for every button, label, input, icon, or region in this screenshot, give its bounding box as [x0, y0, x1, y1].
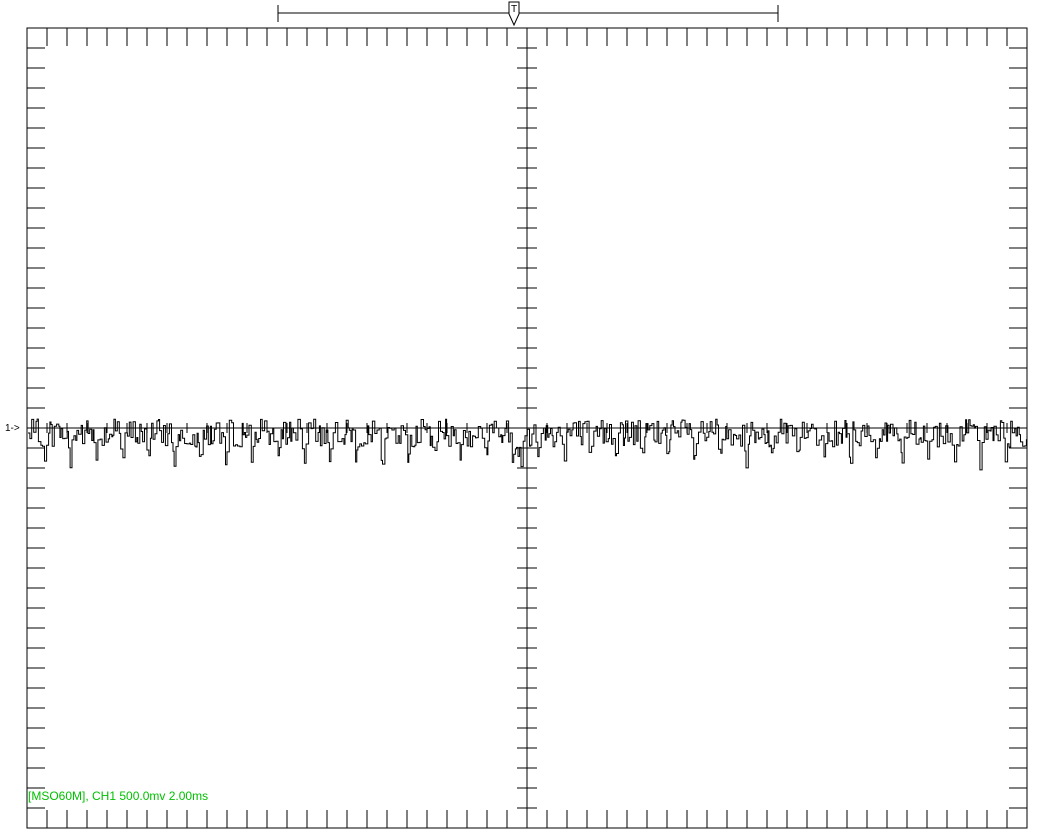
- trigger-marker-label: T: [511, 4, 517, 15]
- trigger-window-bracket: [277, 5, 779, 22]
- scope-info-label: [MSO60M], CH1 500.0mv 2.00ms: [28, 789, 208, 803]
- trigger-marker[interactable]: T: [508, 1, 520, 27]
- channel-1-marker[interactable]: 1->: [5, 423, 20, 434]
- ch1-waveform: [28, 418, 1027, 471]
